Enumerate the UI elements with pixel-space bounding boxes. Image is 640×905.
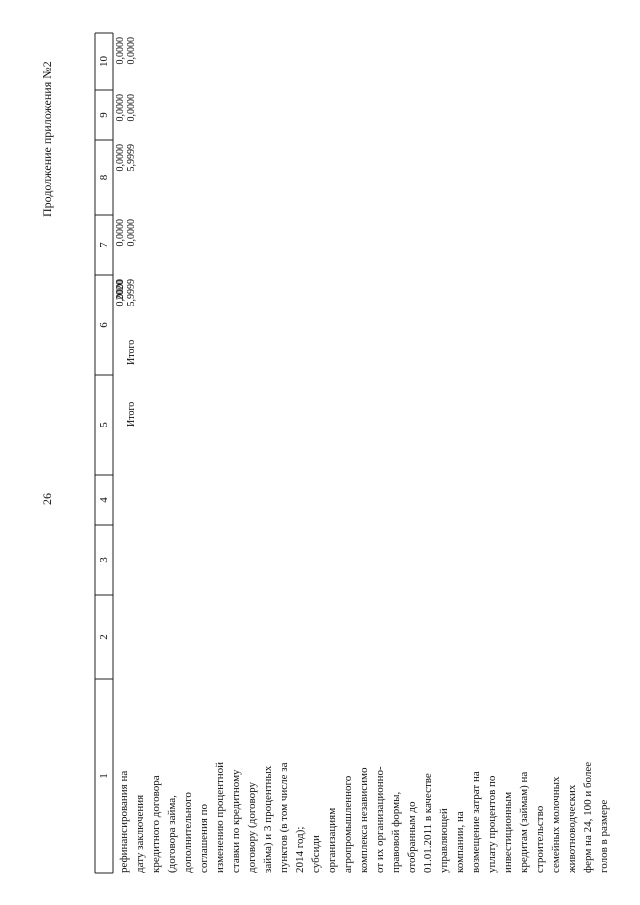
col-header-9: 9 [98, 112, 110, 118]
col-header-6: 6 [98, 322, 110, 328]
col1-line: компании, на [454, 811, 466, 873]
col1-line: пунктов (в том числе за [278, 762, 290, 874]
col1-line: управляющей [438, 808, 450, 873]
col6-value-2: 5,9999 [126, 279, 137, 307]
col-header-2: 2 [98, 634, 110, 640]
col1-line: агропромышленного [342, 775, 354, 873]
col9-value-1: 0,0000 [115, 94, 126, 122]
col1-text-block: рефинансирования на дату заключения кред… [116, 693, 612, 873]
col1-line: дополнительного [182, 792, 194, 873]
col-header-3: 3 [98, 557, 110, 563]
col10-value-2: 0,0000 [126, 37, 137, 65]
col1-line: 01.01.2011 в качестве [422, 773, 434, 873]
col5-total-label: Итого [126, 401, 137, 427]
col1-line: соглашения по [198, 803, 210, 873]
col9-value-2: 0,0000 [126, 94, 137, 122]
col1-line: 2014 год); [294, 826, 306, 874]
col1-line: от их организационно- [374, 766, 386, 873]
col1-line: (договора займа, [166, 795, 178, 873]
col1-line: кредитам (займам) на [518, 771, 530, 873]
col1-line: субсиди [310, 835, 322, 873]
col1-line: комплекса независимо [358, 767, 370, 873]
col1-line: возмещение затрат на [470, 771, 482, 873]
col1-line: правовой формы, [390, 791, 402, 873]
col1-line: животноводческих [566, 784, 578, 873]
col-header-5: 5 [98, 422, 110, 428]
col1-line: отобранным до [406, 801, 418, 873]
col-header-4: 4 [98, 497, 110, 503]
col1-line: ферм на 24, 100 и более [582, 761, 594, 873]
col8-value-2: 5,9999 [126, 144, 137, 172]
col1-line: договору (договору [246, 781, 258, 873]
col1-line: семейных молочных [550, 776, 562, 874]
col1-line: изменению процентной [214, 761, 226, 873]
col1-line: дату заключения [134, 794, 146, 873]
col6-value-1: 0,0000 [115, 279, 126, 307]
col1-line: ставки по кредитному [230, 769, 242, 873]
col-header-8: 8 [98, 174, 110, 181]
col1-line: уплату процентов по [486, 775, 498, 873]
col1-line: рефинансирования на [118, 770, 130, 873]
col1-line: кредитного договора [150, 775, 162, 873]
col1-line: голов в размере [598, 799, 610, 873]
col-header-10: 10 [98, 56, 110, 67]
col10-value-1: 0,0000 [115, 37, 126, 65]
col1-line: займа) и 3 процентных [262, 765, 274, 873]
col-header-1: 1 [98, 773, 110, 779]
col7-value-2: 0,0000 [126, 219, 137, 247]
col1-line: организациям [326, 807, 338, 873]
col8-value-1: 0,0000 [115, 144, 126, 172]
col-header-7: 7 [98, 242, 110, 248]
col1-line: строительство [534, 805, 546, 873]
col7-value-1: 0,0000 [115, 219, 126, 247]
col1-line: инвестиционным [502, 791, 514, 873]
